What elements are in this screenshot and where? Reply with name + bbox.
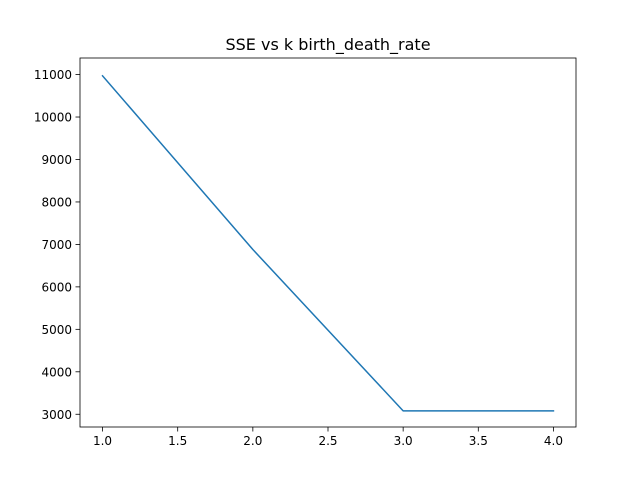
x-tick-label: 1.0 [93, 434, 112, 448]
y-tick-label: 4000 [41, 365, 72, 379]
x-tick-label: 2.0 [243, 434, 262, 448]
y-tick-label: 3000 [41, 408, 72, 422]
x-tick-label: 2.5 [318, 434, 337, 448]
y-tick-label: 9000 [41, 153, 72, 167]
x-tick-label: 3.0 [394, 434, 413, 448]
plot-area: 1.0 1.5 2.0 2.5 3.0 3.5 4.0 3000 4000 5000 6000 700… [34, 57, 577, 448]
y-tick-label: 8000 [41, 195, 72, 209]
y-tick-label: 6000 [41, 280, 72, 294]
x-tick-label: 3.5 [469, 434, 488, 448]
y-tick-label: 5000 [41, 323, 72, 337]
x-tick-label: 4.0 [544, 434, 563, 448]
y-tick-label: 11000 [34, 68, 72, 82]
series-line [101, 74, 555, 412]
y-tick-label: 10000 [34, 111, 72, 125]
x-tick-label: 1.5 [168, 434, 187, 448]
y-tick-label: 7000 [41, 238, 72, 252]
chart-title: SSE vs k birth_death_rate [225, 35, 430, 55]
